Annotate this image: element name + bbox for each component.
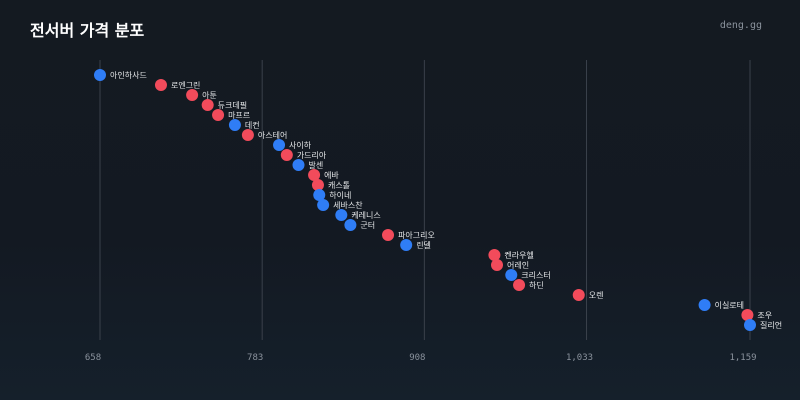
data-point[interactable]: 에바 — [308, 169, 339, 181]
data-point[interactable]: 마프르 — [212, 109, 250, 121]
point-label: 캐스톨 — [328, 181, 350, 190]
point-marker[interactable] — [335, 209, 348, 221]
x-tick-label: 1,159 — [729, 353, 756, 363]
point-marker[interactable] — [201, 99, 214, 111]
x-tick-label: 908 — [409, 353, 425, 363]
data-point[interactable]: 오렌 — [572, 289, 604, 301]
point-marker[interactable] — [488, 249, 501, 261]
data-point[interactable]: 질리언 — [744, 319, 782, 331]
brand-label: deng.gg — [719, 20, 762, 31]
point-label: 에바 — [324, 170, 339, 180]
x-axis-ticks: 658 783 908 1,033 1,159 — [85, 353, 757, 363]
point-marker[interactable] — [228, 119, 241, 131]
point-marker[interactable] — [154, 79, 167, 91]
point-label: 하이네 — [329, 190, 351, 200]
point-marker[interactable] — [513, 279, 526, 291]
point-marker[interactable] — [698, 299, 711, 311]
data-point[interactable]: 아스테어 — [241, 129, 287, 141]
data-point[interactable]: 조우 — [741, 309, 772, 321]
data-point[interactable]: 케레니스 — [335, 209, 381, 221]
x-tick-label: 1,033 — [566, 353, 593, 363]
data-point[interactable]: 캐스톨 — [311, 179, 350, 191]
point-label: 오렌 — [589, 290, 604, 300]
point-marker[interactable] — [280, 149, 293, 161]
data-point[interactable]: 사이하 — [273, 139, 312, 151]
point-label: 크리스터 — [521, 271, 550, 280]
grid-layer — [99, 60, 751, 340]
page-title: 전서버 가격 분포 — [30, 21, 145, 40]
data-point[interactable]: 린델 — [400, 239, 431, 251]
point-label: 발센 — [309, 160, 324, 170]
data-point[interactable]: 아인하사드 — [94, 69, 147, 81]
points-layer: 아인하사드로엔그린아툰듀크데필마프르데컨아스테어사이하가드리아발센에바캐스톨하이… — [94, 69, 782, 331]
point-marker[interactable] — [741, 309, 754, 321]
point-label: 세바스찬 — [333, 200, 363, 210]
data-point[interactable]: 아툰 — [186, 89, 217, 101]
data-point[interactable]: 로엔그린 — [154, 79, 200, 91]
point-label: 케레니스 — [351, 210, 380, 220]
point-marker[interactable] — [313, 189, 326, 201]
point-label: 마프르 — [228, 111, 250, 120]
point-label: 질리언 — [760, 320, 782, 330]
point-label: 사이하 — [289, 140, 312, 150]
point-marker[interactable] — [241, 129, 254, 141]
point-label: 파아그리오 — [398, 230, 435, 240]
x-tick-label: 783 — [247, 353, 263, 363]
point-marker[interactable] — [186, 89, 199, 101]
point-marker[interactable] — [382, 229, 395, 241]
data-point[interactable]: 데컨 — [228, 119, 260, 131]
point-label: 린델 — [416, 240, 431, 250]
point-marker[interactable] — [317, 199, 330, 211]
data-point[interactable]: 세바스찬 — [317, 199, 363, 211]
data-point[interactable]: 파아그리오 — [382, 229, 435, 241]
point-label: 듀크데필 — [218, 100, 247, 110]
point-marker[interactable] — [308, 169, 321, 181]
point-marker[interactable] — [344, 219, 357, 231]
point-label: 아스테어 — [258, 130, 287, 140]
point-marker[interactable] — [505, 269, 518, 281]
point-marker[interactable] — [572, 289, 585, 301]
point-label: 아툰 — [202, 90, 217, 100]
data-point[interactable]: 켄라우헬 — [488, 249, 534, 261]
point-marker[interactable] — [273, 139, 286, 151]
point-marker[interactable] — [311, 179, 324, 191]
point-label: 가드리아 — [297, 150, 327, 160]
x-tick-label: 658 — [85, 353, 101, 363]
data-point[interactable]: 군터 — [344, 219, 375, 231]
point-label: 켄라우헬 — [504, 250, 533, 260]
data-point[interactable]: 어레인 — [491, 259, 529, 271]
data-point[interactable]: 이실로테 — [698, 299, 744, 311]
point-label: 로엔그린 — [171, 80, 200, 90]
point-marker[interactable] — [212, 109, 225, 121]
data-point[interactable]: 하딘 — [513, 279, 544, 291]
point-marker[interactable] — [94, 69, 106, 81]
point-marker[interactable] — [400, 239, 413, 251]
point-marker[interactable] — [292, 159, 305, 171]
point-label: 이실로테 — [715, 300, 744, 310]
point-label: 군터 — [360, 221, 375, 230]
point-marker[interactable] — [744, 319, 756, 331]
point-label: 아인하사드 — [110, 70, 147, 80]
data-point[interactable]: 발센 — [292, 159, 324, 171]
point-label: 어레인 — [507, 260, 529, 270]
point-label: 하딘 — [529, 280, 544, 290]
point-label: 조우 — [757, 311, 772, 320]
data-point[interactable]: 가드리아 — [280, 149, 327, 161]
data-point[interactable]: 듀크데필 — [201, 99, 247, 111]
data-point[interactable]: 크리스터 — [505, 269, 551, 281]
point-label: 데컨 — [245, 120, 260, 130]
point-marker[interactable] — [491, 259, 504, 271]
data-point[interactable]: 하이네 — [313, 189, 351, 201]
